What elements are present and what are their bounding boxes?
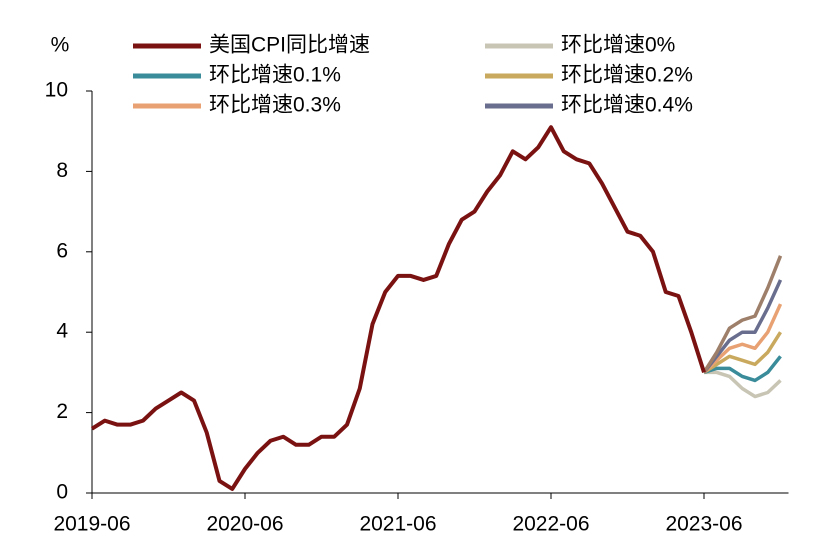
series-line — [703, 331, 782, 374]
x-tick-label: 2019-06 — [53, 513, 130, 536]
y-tick-label: 0 — [56, 481, 68, 504]
legend-label: 环比增速0.2% — [561, 64, 693, 87]
legend-label: 环比增速0% — [561, 34, 675, 57]
series-line — [90, 125, 706, 491]
y-tick-label: 8 — [56, 159, 68, 182]
series-line — [702, 303, 783, 374]
series-line — [702, 279, 783, 374]
y-tick-label: 6 — [56, 239, 68, 262]
y-tick-label: 4 — [56, 320, 68, 343]
series-line — [704, 370, 782, 399]
y-tick-label: 10 — [45, 79, 68, 102]
x-tick-label: 2021-06 — [359, 513, 436, 536]
y-axis-label: % — [51, 34, 70, 57]
x-tick-label: 2020-06 — [206, 513, 283, 536]
x-tick-label: 2023-06 — [665, 513, 742, 536]
series-line — [702, 255, 783, 374]
x-tick-label: 2022-06 — [512, 513, 589, 536]
legend-label: 环比增速0.4% — [561, 94, 693, 117]
legend-label: 环比增速0.3% — [209, 94, 341, 117]
legend-label: 环比增速0.1% — [209, 64, 341, 87]
y-tick-label: 2 — [56, 400, 68, 423]
series-line — [703, 355, 782, 383]
legend-label: 美国CPI同比增速 — [209, 34, 370, 57]
